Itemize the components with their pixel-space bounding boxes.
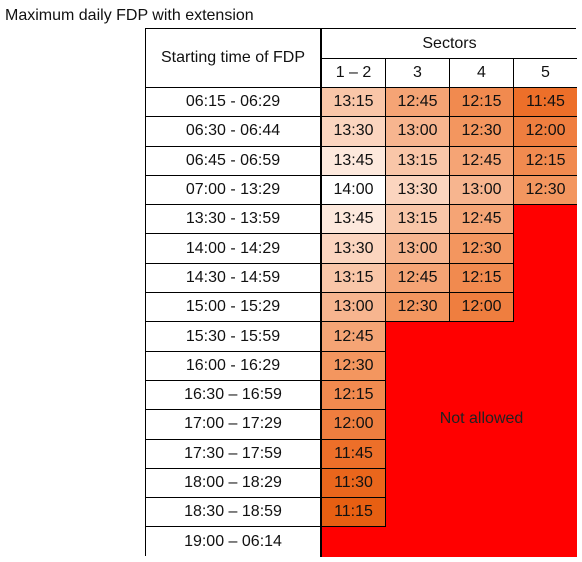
- sectors-header: Sectors: [322, 29, 577, 59]
- table-cell-fdp: 13:00: [322, 293, 386, 323]
- sector-col-1-2: 1 – 2: [322, 59, 386, 88]
- table-cell-fdp: 11:45: [514, 88, 577, 118]
- table-cell-fdp: 12:45: [386, 88, 450, 118]
- table-cell-fdp: 13:45: [322, 205, 386, 235]
- table-cell-fdp: 11:45: [322, 439, 386, 469]
- table-row-time: 15:00 - 15:29: [146, 293, 322, 323]
- table-cell-fdp: 12:15: [450, 88, 514, 118]
- table-row-time: 07:00 - 13:29: [146, 175, 322, 206]
- table-row-time: 17:00 – 17:29: [146, 410, 322, 440]
- table-cell-fdp: 12:30: [386, 293, 450, 323]
- table-cell-fdp: 11:15: [322, 498, 386, 528]
- table-row-time: 15:30 - 15:59: [146, 322, 322, 352]
- not-allowed-label: Not allowed: [439, 410, 524, 428]
- table-cell-fdp: 13:00: [386, 234, 450, 264]
- table-row-time: 17:30 – 17:59: [146, 439, 322, 469]
- time-column-header: Starting time of FDP: [146, 29, 322, 88]
- table-row-time: 06:15 - 06:29: [146, 88, 322, 118]
- not-allowed-region-bottom: [322, 527, 386, 557]
- table-cell-fdp: 12:15: [450, 263, 514, 294]
- table-cell-fdp: 13:00: [450, 175, 514, 206]
- table-cell-fdp: 12:00: [514, 117, 577, 147]
- table-cell-fdp: 13:15: [322, 263, 386, 294]
- table-cell-fdp: 13:30: [322, 234, 386, 264]
- table-cell-fdp: 12:00: [322, 410, 386, 440]
- table-row-time: 16:00 - 16:29: [146, 351, 322, 381]
- table-cell-fdp: 12:15: [514, 146, 577, 176]
- sector-col-3: 3: [386, 59, 450, 88]
- sector-col-4: 4: [450, 59, 514, 88]
- table-cell-fdp: 13:30: [322, 117, 386, 147]
- table-row-time: 18:00 – 18:29: [146, 468, 322, 499]
- table-cell-fdp: 12:30: [322, 351, 386, 381]
- table-cell-fdp: 13:00: [386, 117, 450, 147]
- table-cell-fdp: 14:00: [322, 175, 386, 206]
- table-cell-fdp: 13:15: [322, 88, 386, 118]
- table-cell-fdp: 13:30: [386, 175, 450, 206]
- table-row-time: 18:30 – 18:59: [146, 498, 322, 528]
- table-cell-fdp: 11:30: [322, 468, 386, 499]
- table-cell-fdp: 12:30: [514, 175, 577, 206]
- table-row-time: 14:30 - 14:59: [146, 263, 322, 294]
- table-cell-fdp: 12:45: [450, 205, 514, 235]
- table-row-time: 16:30 – 16:59: [146, 380, 322, 411]
- table-cell-fdp: 12:15: [322, 380, 386, 411]
- not-allowed-region: Not allowed: [386, 322, 577, 557]
- table-cell-fdp: 12:45: [450, 146, 514, 176]
- table-row-time: 13:30 - 13:59: [146, 205, 322, 235]
- table-cell-fdp: 12:45: [322, 322, 386, 352]
- table-row-time: 06:45 - 06:59: [146, 146, 322, 176]
- sector-col-5: 5: [514, 59, 577, 88]
- table-cell-fdp: 12:30: [450, 117, 514, 147]
- table-cell-fdp: 13:15: [386, 146, 450, 176]
- table-row-time: 06:30 - 06:44: [146, 117, 322, 147]
- table-cell-fdp: 13:45: [322, 146, 386, 176]
- table-row-time: 14:00 - 14:29: [146, 234, 322, 264]
- not-allowed-region-top: [514, 205, 577, 323]
- table-cell-fdp: 13:15: [386, 205, 450, 235]
- table-cell-fdp: 12:30: [450, 234, 514, 264]
- table-cell-fdp: 12:45: [386, 263, 450, 294]
- table-caption: Maximum daily FDP with extension: [5, 7, 254, 24]
- fdp-table: Starting time of FDP Sectors 1 – 2 3 4 5…: [145, 28, 577, 557]
- table-cell-fdp: 12:00: [450, 293, 514, 323]
- table-row-time: 19:00 – 06:14: [146, 527, 322, 557]
